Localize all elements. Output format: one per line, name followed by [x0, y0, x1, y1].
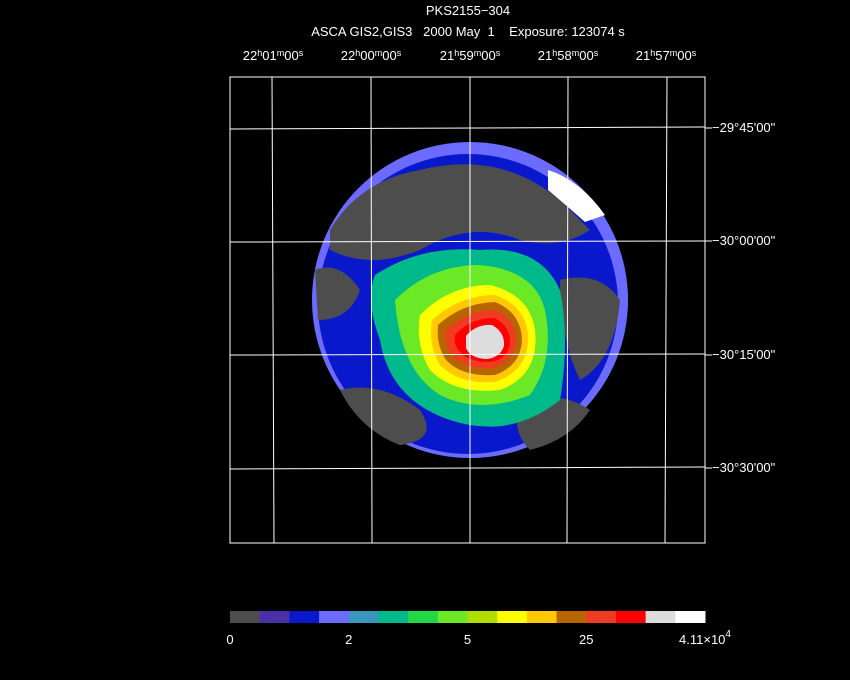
ra-unit: s — [299, 48, 304, 58]
ra-grid-line — [271, 76, 275, 544]
colorbar-swatch — [437, 611, 468, 623]
ra-label: 22h01m00s — [243, 48, 304, 63]
colorbar-swatch — [675, 611, 706, 623]
colorbar-label: 2 — [345, 632, 352, 647]
dec-label: −30°30'00" — [712, 460, 776, 475]
title: PKS2155−304 — [426, 3, 510, 18]
ra-unit: s — [594, 48, 599, 58]
plot-frame — [229, 76, 706, 544]
ra-value: 59 — [459, 48, 473, 63]
colorbar-swatch — [230, 611, 261, 623]
colorbar-swatch — [289, 611, 320, 623]
source-core — [466, 324, 505, 359]
ra-unit: m — [474, 48, 482, 58]
ra-label: 21h57m00s — [636, 48, 697, 63]
dec-grid-line — [229, 466, 706, 470]
ra-unit: s — [397, 48, 402, 58]
ra-grid-line — [370, 76, 373, 544]
ra-label: 22h00m00s — [341, 48, 402, 63]
colorbar-swatch — [259, 611, 290, 623]
dec-grid-line — [229, 126, 706, 130]
dec-grid-line — [229, 240, 706, 243]
low-count-region — [340, 387, 427, 445]
colorbar-swatch — [497, 611, 528, 623]
colorbar-swatch — [645, 611, 676, 623]
ra-grid-line — [566, 76, 569, 544]
ra-unit: m — [572, 48, 580, 58]
ra-unit: h — [552, 48, 557, 58]
ra-value: 00 — [677, 48, 691, 63]
ra-value: 00 — [382, 48, 396, 63]
ra-unit: m — [670, 48, 678, 58]
ra-value: 22 — [243, 48, 257, 63]
colorbar-label: 0 — [226, 632, 233, 647]
subtitle: ASCA GIS2,GIS3 2000 May 1 Exposure: 1230… — [311, 24, 625, 39]
ra-value: 01 — [262, 48, 276, 63]
ra-value: 21 — [636, 48, 650, 63]
ra-unit: m — [375, 48, 383, 58]
colorbar-swatch — [526, 611, 558, 623]
low-count-region — [315, 267, 360, 320]
colorbar-swatch — [556, 611, 587, 623]
ra-unit: h — [650, 48, 655, 58]
coordinate-grid — [229, 76, 706, 544]
ra-value: 22 — [341, 48, 355, 63]
colorbar-swatch — [586, 611, 617, 623]
dec-label: −30°15'00" — [712, 347, 776, 362]
colorbar-label: 25 — [579, 632, 593, 647]
ra-value: 00 — [481, 48, 495, 63]
dec-grid-line — [229, 353, 706, 356]
colorbar-swatch — [348, 611, 379, 623]
edge-region — [548, 170, 605, 222]
ra-label: 21h59m00s — [440, 48, 501, 63]
colorbar-label: 4.11×104 — [679, 629, 731, 647]
ra-value: 21 — [538, 48, 552, 63]
colorbar-label: 5 — [464, 632, 471, 647]
ra-value: 00 — [579, 48, 593, 63]
low-count-region — [330, 164, 590, 260]
dec-label: −29°45'00" — [712, 120, 776, 135]
ra-unit: s — [496, 48, 501, 58]
ra-value: 00 — [360, 48, 374, 63]
ra-value: 21 — [440, 48, 454, 63]
colorbar: 0 2 5 25 4.11×104 — [226, 611, 731, 647]
colorbar-swatch — [408, 611, 439, 623]
ra-label: 21h58m00s — [538, 48, 599, 63]
ra-value: 58 — [557, 48, 571, 63]
ra-unit: h — [257, 48, 262, 58]
colorbar-label-exponent: 4 — [725, 629, 731, 640]
colorbar-swatch — [615, 611, 647, 623]
dec-label: −30°00'00" — [712, 233, 776, 248]
colorbar-swatch — [319, 611, 350, 623]
ra-unit: m — [277, 48, 285, 58]
ra-unit: h — [454, 48, 459, 58]
ra-unit: s — [692, 48, 697, 58]
ra-value: 00 — [284, 48, 298, 63]
colorbar-swatch — [378, 611, 409, 623]
axis-labels: 22h01m00s 22h00m00s 21h59m00s 21h58m00s 21h5… — [243, 48, 776, 475]
colorbar-label-mantissa: 4.11×10 — [679, 632, 725, 647]
ra-unit: h — [355, 48, 360, 58]
ra-value: 57 — [655, 48, 669, 63]
ra-grid-line — [664, 76, 668, 544]
colorbar-swatch — [467, 611, 498, 623]
